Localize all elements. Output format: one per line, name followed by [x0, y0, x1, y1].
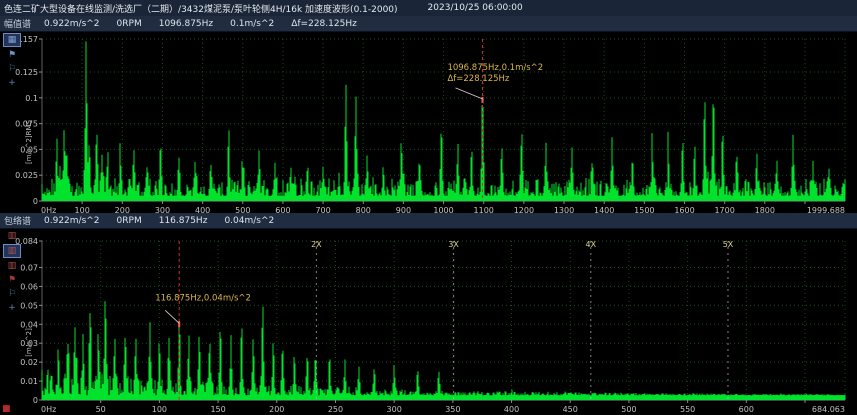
waveform-view-icon[interactable]: ▥ — [7, 231, 17, 241]
amplitude-spectrum-header: 幅值谱 0.922m/s^2 0RPM 1096.875Hz 0.1m/s^2 … — [0, 16, 857, 32]
active-view-icon[interactable]: ▦ — [3, 33, 21, 47]
pan-icon[interactable]: + — [8, 303, 16, 313]
delta-frequency-readout: Δf=228.125Hz — [291, 18, 357, 29]
window-title: 色连二矿大型设备在线监测/洗选厂（二期）/3432煤泥泵/泵叶轮侧4H/16k … — [4, 4, 398, 15]
stop-record-icon[interactable]: ■ — [2, 404, 11, 414]
svg-text:1300: 1300 — [554, 206, 574, 213]
harmonic-cursor-label: 5X — [723, 240, 734, 249]
svg-text:400: 400 — [195, 206, 210, 213]
svg-text:0.03: 0.03 — [20, 339, 38, 348]
svg-text:0.084: 0.084 — [15, 237, 38, 246]
flag-icon[interactable]: ⚑ — [7, 50, 17, 60]
overall-amplitude-value: 0.922m/s^2 — [44, 215, 100, 226]
envelope-spectrum-header: 包络谱 0.922m/s^2 0RPM 116.875Hz 0.04m/s^2 — [0, 213, 857, 229]
harmonic-cursor-label: 3X — [448, 240, 459, 249]
cursor-amplitude-readout: 0.04m/s^2 — [224, 215, 275, 226]
overall-amplitude-value: 0.922m/s^2 — [44, 18, 100, 29]
svg-text:0.06: 0.06 — [20, 282, 38, 291]
svg-text:0.05: 0.05 — [20, 301, 38, 310]
svg-text:100: 100 — [75, 206, 90, 213]
svg-text:550: 550 — [680, 405, 695, 414]
cursor-amplitude-readout: 0.1m/s^2 — [230, 18, 275, 29]
svg-text:1000: 1000 — [433, 206, 453, 213]
svg-text:0: 0 — [33, 396, 38, 405]
harmonic-cursor-label: 2X — [311, 240, 322, 249]
cursor-annotation-line2: Δf=228.125Hz — [447, 74, 509, 84]
spectrum-type-label: 幅值谱 — [4, 20, 32, 30]
envelope-spectrum-body: ▥ ▥ ▥ ⚑ ⚐ + 0.084 0.07 0.06 0.05 0.04 0.03 0.02 0.01… — [0, 229, 857, 415]
flag-icon[interactable]: ⚑ — [7, 275, 17, 285]
envelope-chart-toolbar: ▥ ▥ ▥ ⚑ ⚐ + — [0, 230, 24, 314]
harmonic-cursor-label: 4X — [585, 240, 596, 249]
spectrum-view-icon[interactable]: ▥ — [3, 244, 21, 258]
cursor-annotation-line1: 1096.875Hz,0.1m/s^2 — [447, 63, 543, 73]
svg-text:1700: 1700 — [714, 206, 734, 213]
svg-text:1999.688: 1999.688 — [807, 206, 845, 213]
svg-text:250: 250 — [328, 405, 343, 414]
svg-text:100: 100 — [152, 405, 167, 414]
svg-text:500: 500 — [621, 405, 636, 414]
svg-text:0Hz: 0Hz — [41, 405, 56, 414]
svg-text:700: 700 — [315, 206, 330, 213]
cursor-annotation-line1: 116.875Hz,0.04m/s^2 — [155, 293, 251, 303]
svg-text:50: 50 — [96, 405, 106, 414]
svg-text:1600: 1600 — [674, 206, 694, 213]
svg-text:1800: 1800 — [755, 206, 775, 213]
svg-text:600: 600 — [739, 405, 754, 414]
rpm-value: 0RPM — [116, 215, 142, 226]
svg-text:200: 200 — [115, 206, 130, 213]
svg-text:0.157: 0.157 — [15, 35, 38, 44]
title-bar: 色连二矿大型设备在线监测/洗选厂（二期）/3432煤泥泵/泵叶轮侧4H/16k … — [0, 0, 857, 16]
svg-text:0.02: 0.02 — [20, 358, 38, 367]
svg-text:0.01: 0.01 — [20, 377, 38, 386]
svg-text:0.04: 0.04 — [20, 320, 38, 329]
amplitude-spectrum-panel: 幅值谱 0.922m/s^2 0RPM 1096.875Hz 0.1m/s^2 … — [0, 16, 857, 213]
amplitude-spectrum-body: ▦ ⚑ ⚐ + 0.157 0.125 0.1 0.075 0.05 0.025 0 100 200 3… — [0, 32, 857, 213]
svg-text:1100: 1100 — [474, 206, 494, 213]
rpm-value: 0RPM — [116, 18, 142, 29]
envelope-spectrum-panel: 包络谱 0.922m/s^2 0RPM 116.875Hz 0.04m/s^2 … — [0, 213, 857, 415]
envelope-view-icon[interactable]: ▥ — [7, 261, 17, 271]
svg-text:900: 900 — [396, 206, 411, 213]
svg-text:400: 400 — [504, 405, 519, 414]
cursor-frequency-readout: 1096.875Hz — [158, 18, 214, 29]
svg-text:0.025: 0.025 — [15, 171, 38, 180]
svg-text:300: 300 — [387, 405, 402, 414]
envelope-spectrum-chart[interactable]: 0.084 0.07 0.06 0.05 0.04 0.03 0.02 0.01 0 50 100 1… — [0, 229, 857, 415]
amplitude-chart-toolbar: ▦ ⚑ ⚐ + — [0, 33, 24, 89]
svg-text:1500: 1500 — [634, 206, 654, 213]
svg-text:0.075: 0.075 — [15, 120, 38, 129]
timestamp: 2023/10/25 06:00:00 — [427, 3, 523, 13]
svg-text:200: 200 — [269, 405, 284, 414]
report-icon[interactable]: ⚐ — [7, 64, 17, 74]
report-icon[interactable]: ⚐ — [7, 289, 17, 299]
svg-text:500: 500 — [235, 206, 250, 213]
svg-text:0.07: 0.07 — [20, 264, 38, 273]
svg-text:[m/s^2]RMS: [m/s^2]RMS — [25, 119, 33, 164]
amplitude-spectrum-chart[interactable]: 0.157 0.125 0.1 0.075 0.05 0.025 0 100 200 300 400… — [0, 32, 857, 213]
svg-text:0.05: 0.05 — [20, 145, 38, 154]
cursor-frequency-readout: 116.875Hz — [158, 215, 208, 226]
pan-icon[interactable]: + — [8, 78, 16, 88]
svg-text:800: 800 — [356, 206, 371, 213]
svg-text:0: 0 — [33, 197, 38, 206]
svg-text:600: 600 — [275, 206, 290, 213]
svg-text:350: 350 — [445, 405, 460, 414]
svg-text:[m/s^2]: [m/s^2] — [25, 328, 33, 357]
svg-text:684.063: 684.063 — [812, 405, 845, 414]
svg-text:450: 450 — [563, 405, 578, 414]
svg-text:0Hz: 0Hz — [41, 206, 56, 213]
svg-text:0.1: 0.1 — [25, 94, 38, 103]
svg-text:300: 300 — [155, 206, 170, 213]
svg-text:1200: 1200 — [514, 206, 534, 213]
svg-text:1400: 1400 — [594, 206, 614, 213]
spectrum-type-label: 包络谱 — [4, 217, 32, 227]
svg-text:150: 150 — [210, 405, 225, 414]
svg-text:0.125: 0.125 — [15, 68, 38, 77]
